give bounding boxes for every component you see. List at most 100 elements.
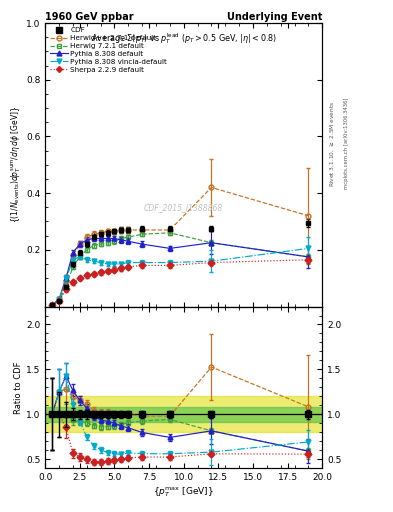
Text: Rivet 3.1.10, $\geq$ 2.5M events: Rivet 3.1.10, $\geq$ 2.5M events: [328, 100, 336, 186]
Sherpa 2.2.9 default: [98, 269, 103, 275]
Pythia 8.308 vincia-default: [126, 260, 131, 266]
Herwig 7.2.1 default: [57, 298, 61, 304]
CDF: [140, 225, 145, 231]
Text: Underlying Event: Underlying Event: [227, 12, 322, 22]
Pythia 8.308 vincia-default: [98, 260, 103, 266]
Herwig 7.2.1 default: [64, 284, 68, 290]
Pythia 8.308 vincia-default: [167, 260, 172, 266]
Herwig++ 2.7.1 default: [57, 296, 61, 303]
Pythia 8.308 default: [119, 237, 124, 243]
Herwig++ 2.7.1 default: [112, 228, 117, 234]
CDF: [50, 302, 55, 308]
Herwig 7.2.1 default: [84, 247, 89, 253]
Pythia 8.308 vincia-default: [306, 245, 311, 251]
Sherpa 2.2.9 default: [77, 275, 82, 281]
Sherpa 2.2.9 default: [167, 262, 172, 268]
Sherpa 2.2.9 default: [64, 286, 68, 292]
Legend: CDF, Herwig++ 2.7.1 default, Herwig 7.2.1 default, Pythia 8.308 default, Pythia : CDF, Herwig++ 2.7.1 default, Herwig 7.2.…: [48, 26, 169, 74]
Text: Average $\Sigma(p_T)$ vs $p_T^{\rm lead}$ $(p_T > 0.5$ GeV, $|\eta| < 0.8)$: Average $\Sigma(p_T)$ vs $p_T^{\rm lead}…: [91, 32, 277, 47]
Pythia 8.308 default: [140, 241, 145, 247]
Pythia 8.308 vincia-default: [50, 302, 55, 308]
Sherpa 2.2.9 default: [71, 280, 75, 286]
CDF: [126, 227, 131, 233]
CDF: [84, 241, 89, 247]
CDF: [64, 284, 68, 290]
Herwig++ 2.7.1 default: [167, 227, 172, 233]
CDF: [209, 225, 214, 231]
Pythia 8.308 default: [50, 302, 55, 308]
Pythia 8.308 vincia-default: [209, 258, 214, 264]
Pythia 8.308 vincia-default: [112, 261, 117, 267]
Pythia 8.308 default: [306, 254, 311, 260]
Pythia 8.308 default: [71, 249, 75, 255]
Herwig 7.2.1 default: [105, 240, 110, 246]
Herwig++ 2.7.1 default: [126, 227, 131, 233]
Herwig 7.2.1 default: [91, 243, 96, 249]
CDF: [112, 228, 117, 234]
Sherpa 2.2.9 default: [112, 267, 117, 273]
Pythia 8.308 default: [84, 237, 89, 243]
Pythia 8.308 vincia-default: [57, 296, 61, 303]
Line: CDF: CDF: [50, 221, 311, 308]
Line: Pythia 8.308 vincia-default: Pythia 8.308 vincia-default: [50, 246, 311, 308]
Pythia 8.308 default: [112, 236, 117, 242]
Line: Herwig++ 2.7.1 default: Herwig++ 2.7.1 default: [50, 185, 311, 308]
Herwig 7.2.1 default: [306, 254, 311, 260]
Herwig 7.2.1 default: [167, 230, 172, 236]
Herwig++ 2.7.1 default: [140, 227, 145, 233]
Pythia 8.308 default: [126, 238, 131, 244]
Herwig 7.2.1 default: [77, 254, 82, 260]
CDF: [105, 230, 110, 236]
Pythia 8.308 default: [91, 236, 96, 242]
Herwig 7.2.1 default: [140, 231, 145, 237]
CDF: [57, 298, 61, 304]
Pythia 8.308 default: [98, 236, 103, 242]
Sherpa 2.2.9 default: [119, 265, 124, 271]
CDF: [98, 231, 103, 237]
CDF: [77, 249, 82, 255]
Bar: [45, 407, 322, 422]
Sherpa 2.2.9 default: [209, 260, 214, 266]
Herwig++ 2.7.1 default: [77, 241, 82, 247]
CDF: [306, 220, 311, 226]
Pythia 8.308 default: [77, 241, 82, 247]
Herwig++ 2.7.1 default: [71, 252, 75, 259]
Sherpa 2.2.9 default: [57, 298, 61, 304]
Herwig++ 2.7.1 default: [91, 231, 96, 237]
Herwig 7.2.1 default: [126, 234, 131, 240]
Line: Herwig 7.2.1 default: Herwig 7.2.1 default: [50, 230, 311, 308]
Sherpa 2.2.9 default: [126, 264, 131, 270]
Herwig++ 2.7.1 default: [306, 212, 311, 219]
CDF: [71, 261, 75, 267]
Pythia 8.308 vincia-default: [140, 260, 145, 266]
Herwig 7.2.1 default: [112, 238, 117, 244]
Text: mcplots.cern.ch [arXiv:1306.3436]: mcplots.cern.ch [arXiv:1306.3436]: [344, 98, 349, 189]
Herwig++ 2.7.1 default: [98, 230, 103, 236]
Herwig++ 2.7.1 default: [84, 234, 89, 240]
Sherpa 2.2.9 default: [140, 262, 145, 268]
Herwig 7.2.1 default: [98, 241, 103, 247]
CDF: [119, 227, 124, 233]
Bar: [45, 396, 322, 433]
Sherpa 2.2.9 default: [91, 271, 96, 277]
Line: Sherpa 2.2.9 default: Sherpa 2.2.9 default: [50, 258, 311, 308]
Pythia 8.308 vincia-default: [84, 257, 89, 263]
Herwig 7.2.1 default: [50, 302, 55, 308]
Text: 1960 GeV ppbar: 1960 GeV ppbar: [45, 12, 134, 22]
Line: Pythia 8.308 default: Pythia 8.308 default: [50, 236, 311, 308]
Pythia 8.308 default: [57, 296, 61, 303]
Pythia 8.308 default: [167, 245, 172, 251]
Pythia 8.308 vincia-default: [119, 261, 124, 267]
Herwig 7.2.1 default: [119, 236, 124, 242]
Pythia 8.308 vincia-default: [91, 258, 96, 264]
Pythia 8.308 default: [105, 236, 110, 242]
Herwig++ 2.7.1 default: [105, 228, 110, 234]
Pythia 8.308 vincia-default: [105, 261, 110, 267]
Herwig++ 2.7.1 default: [50, 302, 55, 308]
Pythia 8.308 vincia-default: [64, 275, 68, 281]
Herwig++ 2.7.1 default: [209, 184, 214, 190]
Pythia 8.308 vincia-default: [77, 254, 82, 260]
Pythia 8.308 vincia-default: [71, 257, 75, 263]
Herwig 7.2.1 default: [209, 240, 214, 246]
CDF: [167, 225, 172, 231]
